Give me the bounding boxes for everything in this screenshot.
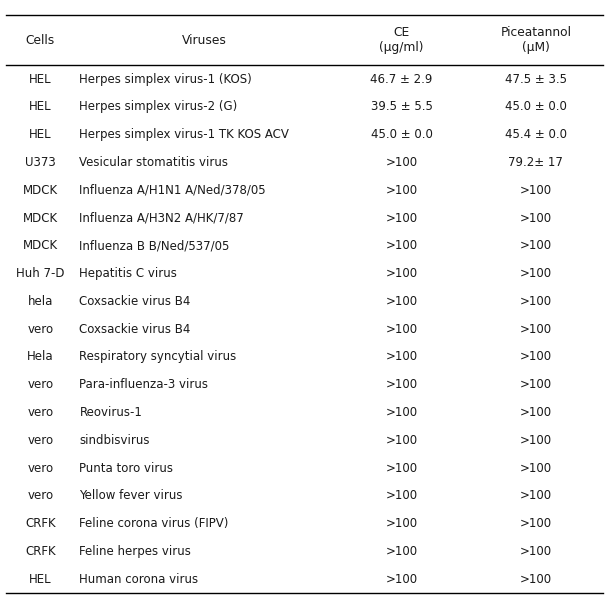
Text: >100: >100: [519, 378, 552, 391]
Text: CE
(μg/ml): CE (μg/ml): [379, 26, 424, 54]
Text: Herpes simplex virus-1 (KOS): Herpes simplex virus-1 (KOS): [80, 72, 252, 86]
Text: >100: >100: [385, 406, 418, 419]
Text: 45.0 ± 0.0: 45.0 ± 0.0: [505, 100, 567, 114]
Text: >100: >100: [385, 545, 418, 558]
Text: MDCK: MDCK: [23, 239, 58, 252]
Text: Herpes simplex virus-2 (G): Herpes simplex virus-2 (G): [80, 100, 238, 114]
Text: >100: >100: [385, 295, 418, 308]
Text: Human corona virus: Human corona virus: [80, 573, 199, 586]
Text: vero: vero: [27, 489, 54, 503]
Text: Viruses: Viruses: [182, 34, 227, 47]
Text: Respiratory syncytial virus: Respiratory syncytial virus: [80, 350, 237, 364]
Text: >100: >100: [519, 211, 552, 225]
Text: 46.7 ± 2.9: 46.7 ± 2.9: [370, 72, 432, 86]
Text: Herpes simplex virus-1 TK KOS ACV: Herpes simplex virus-1 TK KOS ACV: [80, 128, 289, 141]
Text: Huh 7-D: Huh 7-D: [16, 267, 65, 280]
Text: 45.0 ± 0.0: 45.0 ± 0.0: [370, 128, 432, 141]
Text: HEL: HEL: [29, 573, 52, 586]
Text: Feline herpes virus: Feline herpes virus: [80, 545, 191, 558]
Text: >100: >100: [385, 489, 418, 503]
Text: Coxsackie virus B4: Coxsackie virus B4: [80, 295, 191, 308]
Text: Reovirus-1: Reovirus-1: [80, 406, 143, 419]
Text: Influenza A/H1N1 A/Ned/378/05: Influenza A/H1N1 A/Ned/378/05: [80, 184, 266, 197]
Text: >100: >100: [519, 461, 552, 475]
Text: >100: >100: [385, 378, 418, 391]
Text: >100: >100: [519, 517, 552, 530]
Text: Para-influenza-3 virus: Para-influenza-3 virus: [80, 378, 208, 391]
Text: >100: >100: [519, 434, 552, 447]
Text: vero: vero: [27, 406, 54, 419]
Text: >100: >100: [519, 267, 552, 280]
Text: >100: >100: [519, 184, 552, 197]
Text: vero: vero: [27, 434, 54, 447]
Text: >100: >100: [385, 323, 418, 336]
Text: Yellow fever virus: Yellow fever virus: [80, 489, 183, 503]
Text: >100: >100: [385, 184, 418, 197]
Text: hela: hela: [28, 295, 53, 308]
Text: >100: >100: [385, 156, 418, 169]
Text: Feline corona virus (FIPV): Feline corona virus (FIPV): [80, 517, 229, 530]
Text: Hela: Hela: [27, 350, 54, 364]
Text: Piceatannol
(μM): Piceatannol (μM): [500, 26, 571, 54]
Text: Influenza A/H3N2 A/HK/7/87: Influenza A/H3N2 A/HK/7/87: [80, 211, 244, 225]
Text: MDCK: MDCK: [23, 211, 58, 225]
Text: vero: vero: [27, 323, 54, 336]
Text: Cells: Cells: [26, 34, 55, 47]
Text: 79.2± 17: 79.2± 17: [509, 156, 563, 169]
Text: vero: vero: [27, 461, 54, 475]
Text: >100: >100: [519, 239, 552, 252]
Text: U373: U373: [25, 156, 56, 169]
Text: >100: >100: [519, 323, 552, 336]
Text: Punta toro virus: Punta toro virus: [80, 461, 174, 475]
Text: Influenza B B/Ned/537/05: Influenza B B/Ned/537/05: [80, 239, 230, 252]
Text: 39.5 ± 5.5: 39.5 ± 5.5: [370, 100, 432, 114]
Text: Vesicular stomatitis virus: Vesicular stomatitis virus: [80, 156, 228, 169]
Text: Hepatitis C virus: Hepatitis C virus: [80, 267, 177, 280]
Text: >100: >100: [519, 350, 552, 364]
Text: HEL: HEL: [29, 100, 52, 114]
Text: >100: >100: [385, 434, 418, 447]
Text: >100: >100: [385, 350, 418, 364]
Text: >100: >100: [385, 573, 418, 586]
Text: 47.5 ± 3.5: 47.5 ± 3.5: [505, 72, 567, 86]
Text: >100: >100: [519, 406, 552, 419]
Text: sindbisvirus: sindbisvirus: [80, 434, 150, 447]
Text: vero: vero: [27, 378, 54, 391]
Text: CRFK: CRFK: [25, 545, 55, 558]
Text: >100: >100: [519, 545, 552, 558]
Text: >100: >100: [385, 211, 418, 225]
Text: HEL: HEL: [29, 128, 52, 141]
Text: CRFK: CRFK: [25, 517, 55, 530]
Text: HEL: HEL: [29, 72, 52, 86]
Text: >100: >100: [385, 239, 418, 252]
Text: 45.4 ± 0.0: 45.4 ± 0.0: [505, 128, 567, 141]
Text: >100: >100: [519, 295, 552, 308]
Text: >100: >100: [385, 517, 418, 530]
Text: >100: >100: [519, 573, 552, 586]
Text: >100: >100: [385, 461, 418, 475]
Text: >100: >100: [385, 267, 418, 280]
Text: >100: >100: [519, 489, 552, 503]
Text: MDCK: MDCK: [23, 184, 58, 197]
Text: Coxsackie virus B4: Coxsackie virus B4: [80, 323, 191, 336]
